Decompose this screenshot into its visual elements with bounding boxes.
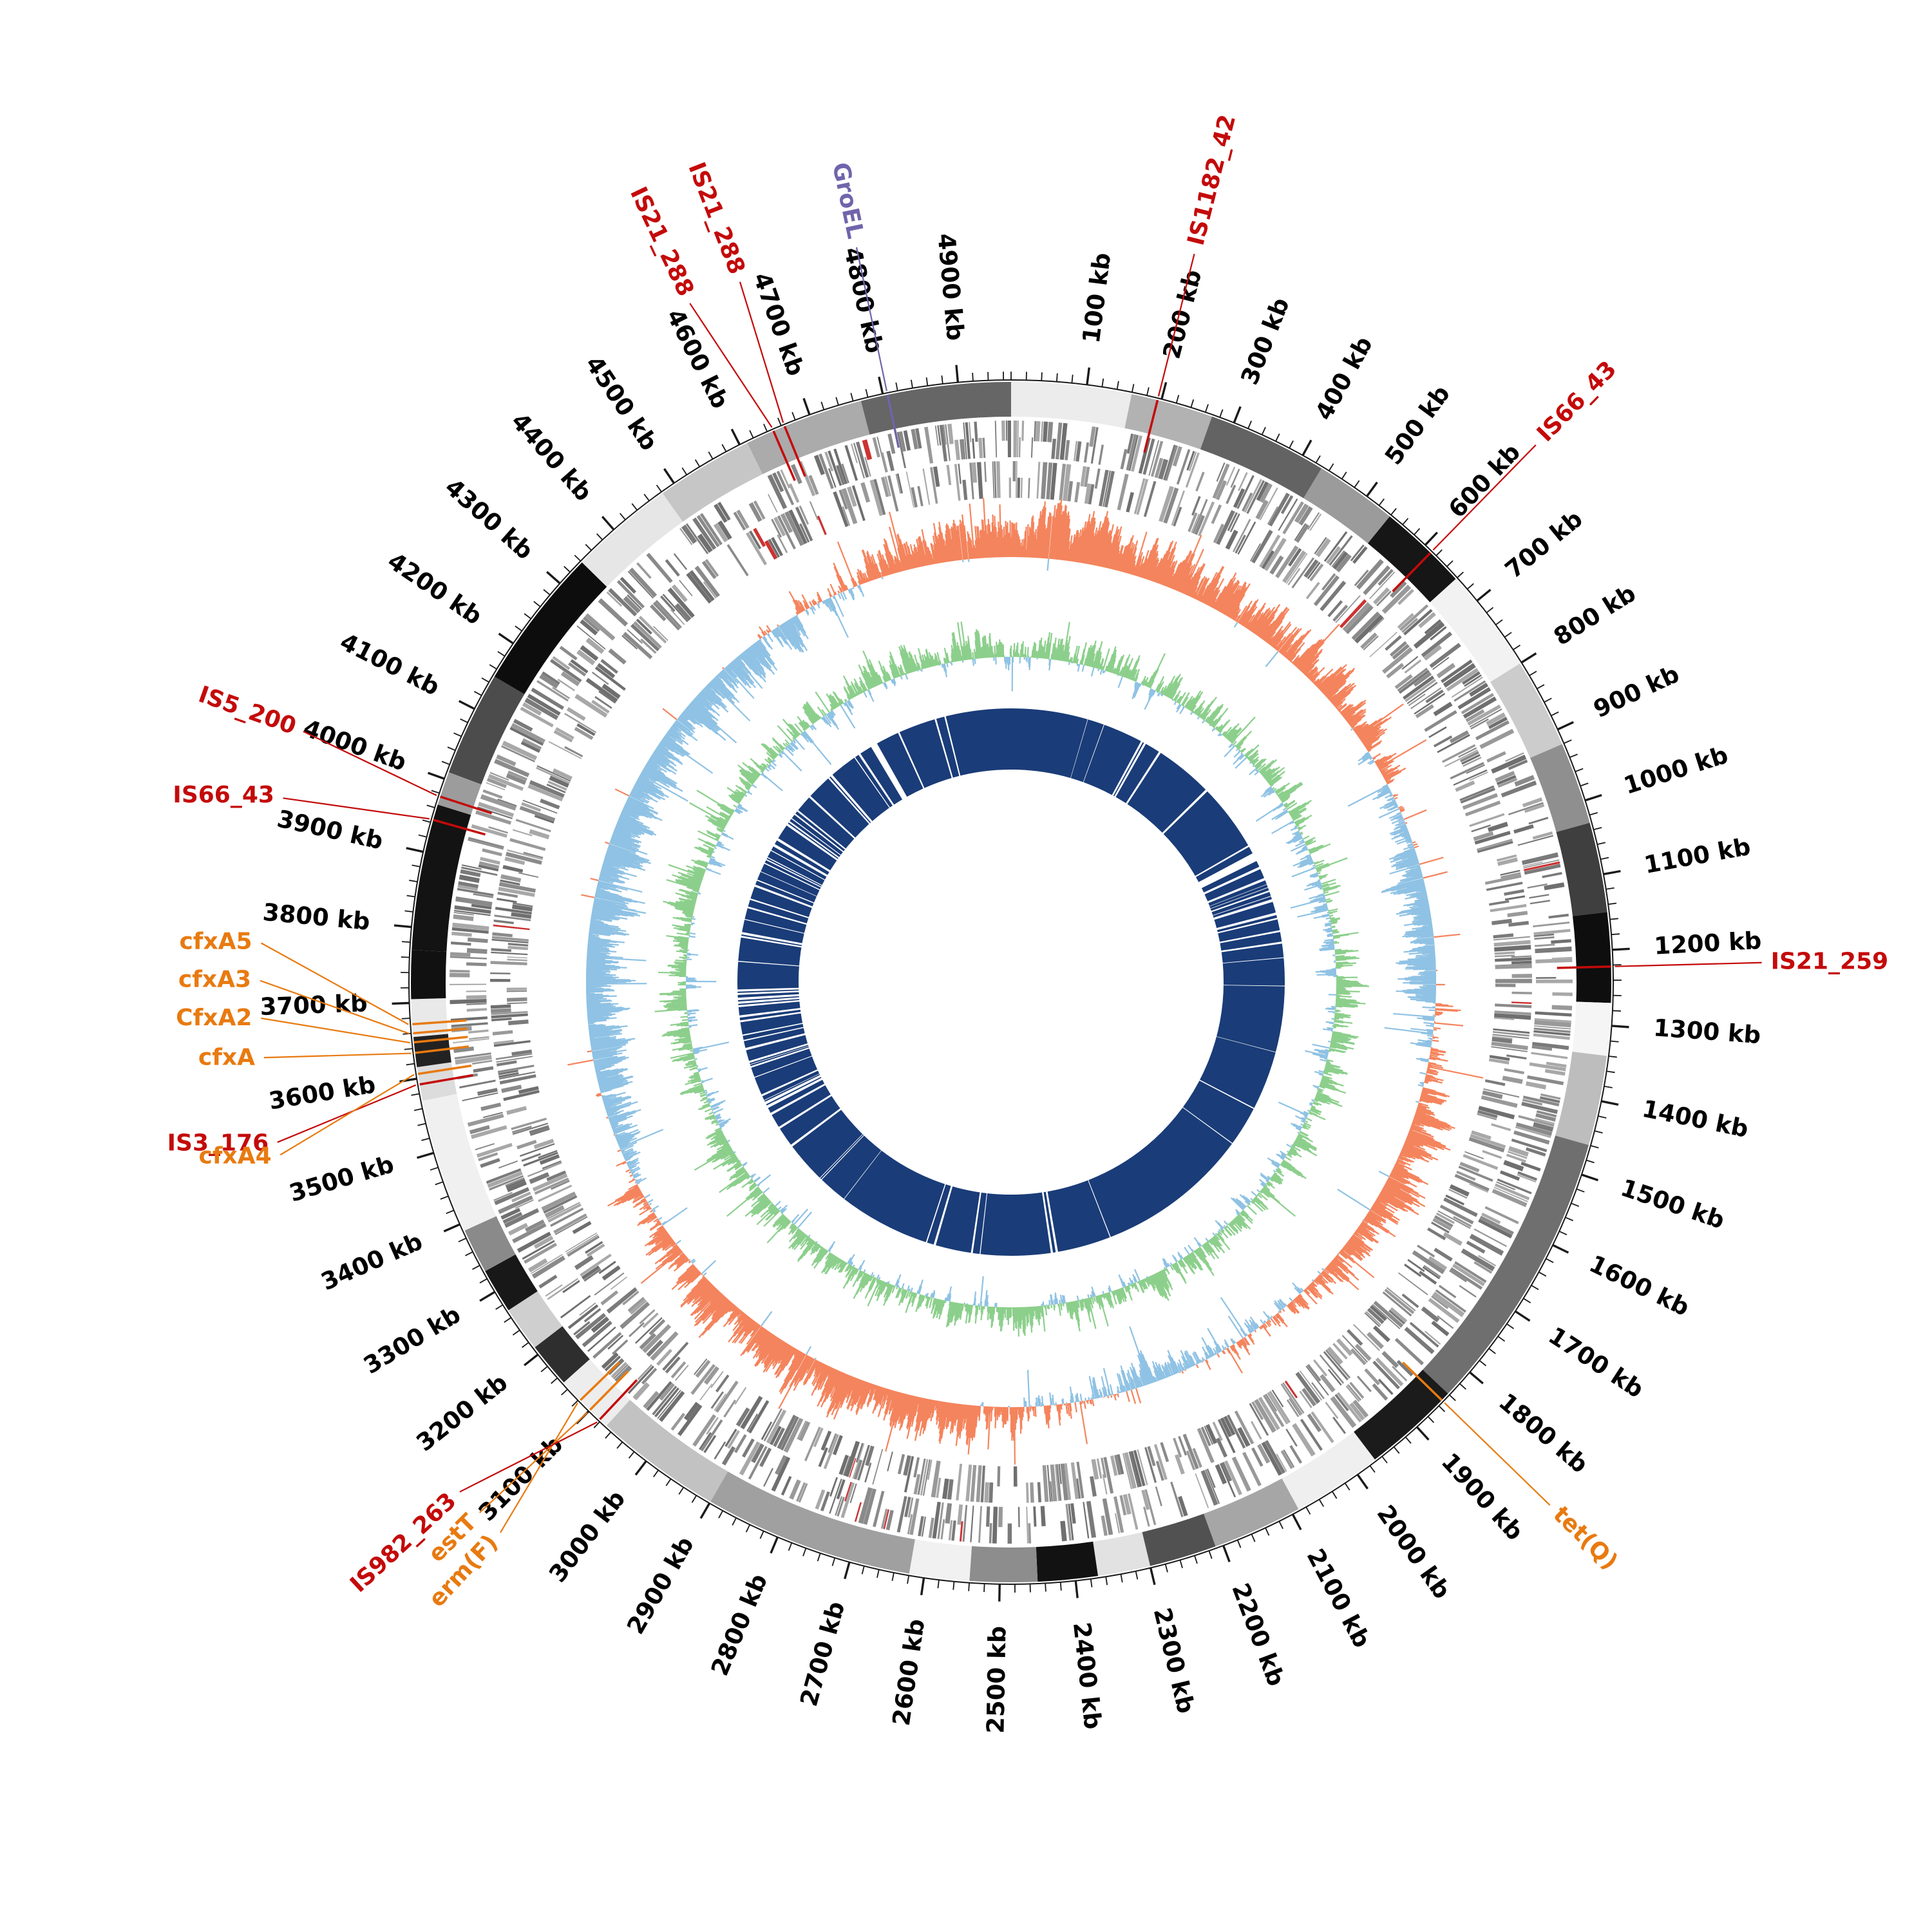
axis-tick-label: 2900 kb [621, 1532, 699, 1639]
gene-annotation-label: IS1182_42 [1183, 112, 1241, 248]
axis-tick-label: 1100 kb [1642, 833, 1753, 879]
contig-ring [410, 382, 1611, 1582]
axis-tick-label: 4100 kb [336, 628, 444, 701]
axis-tick-label: 1000 kb [1620, 741, 1731, 799]
axis-tick-label: 3300 kb [359, 1300, 465, 1379]
gene-annotation-label: GroEL [827, 160, 869, 241]
axis-tick-label: 800 kb [1549, 579, 1641, 650]
axis-tick-ring [392, 365, 1630, 1602]
axis-tick-label: 2100 kb [1301, 1544, 1376, 1653]
track-gc_content [567, 498, 1484, 1465]
axis-tick-label: 200 kb [1157, 267, 1207, 361]
axis-tick-label: 1600 kb [1585, 1250, 1694, 1322]
gene-annotation-label: IS21_288 [683, 158, 750, 278]
axis-tick-label: 1900 kb [1436, 1448, 1529, 1546]
track-gc_skew [654, 621, 1370, 1337]
axis-tick-label: 2400 kb [1068, 1621, 1107, 1731]
axis-tick-label: 4900 kb [932, 232, 969, 342]
gene-annotation-label: cfxA5 [179, 929, 252, 955]
axis-tick-label: 3700 kb [260, 989, 368, 1021]
axis-tick-label: 400 kb [1310, 332, 1378, 424]
axis-tick-label: 2600 kb [887, 1617, 931, 1727]
axis-tick-label: 3900 kb [274, 805, 385, 855]
axis-tick-label: 2000 kb [1371, 1500, 1455, 1604]
axis-tick-label: 3400 kb [317, 1227, 426, 1296]
axis-tick-label: 100 kb [1077, 251, 1116, 345]
axis-tick-label: 4300 kb [440, 473, 539, 565]
gene-annotation-label: CfxA2 [176, 1005, 252, 1031]
axis-tick-label: 4700 kb [748, 269, 810, 380]
axis-tick-label: 2500 kb [981, 1625, 1011, 1734]
gene-annotation-label: IS66_43 [173, 782, 274, 808]
axis-tick-label: 300 kb [1235, 294, 1294, 388]
axis-tick-label: 2300 kb [1148, 1605, 1200, 1716]
gene-annotation-label: IS66_43 [1532, 356, 1622, 447]
gene-ring-reverse [490, 461, 1532, 1503]
coverage-ring [735, 708, 1287, 1256]
gene-ring-forward [450, 421, 1573, 1544]
axis-tick-label: 700 kb [1500, 505, 1588, 584]
gene-annotation-label: cfxA [198, 1045, 255, 1071]
gene-annotation-label: IS5_200 [195, 681, 299, 740]
axis-tick-label: 600 kb [1443, 438, 1526, 523]
axis-tick-label: 500 kb [1379, 380, 1455, 469]
axis-tick-label: 4400 kb [506, 408, 597, 507]
axis-tick-label: 1400 kb [1640, 1095, 1750, 1143]
gene-annotation-label: IS21_288 [625, 183, 699, 301]
gene-annotation-label: tet(Q) [1548, 1501, 1622, 1575]
gene-annotation-label: cfxA4 [199, 1142, 272, 1169]
axis-tick-label: 1300 kb [1653, 1014, 1762, 1049]
gene-annotation-label: IS3_176 [167, 1130, 269, 1157]
axis-tick-label: 1700 kb [1544, 1321, 1649, 1403]
axis-tick-label: 3800 kb [261, 898, 371, 936]
axis-tick-label: 4200 kb [383, 547, 487, 630]
axis-tick-label: 3500 kb [286, 1150, 397, 1208]
axis-tick-label: 4600 kb [661, 305, 734, 413]
gene-annotation-label: IS21_259 [1771, 948, 1889, 974]
axis-tick-label: 3000 kb [544, 1485, 630, 1587]
axis-tick-label: 4000 kb [299, 714, 410, 777]
axis-tick-label: 2700 kb [795, 1598, 850, 1709]
axis-tick-label: 2200 kb [1226, 1580, 1290, 1690]
axis-tick-label: 1500 kb [1617, 1174, 1728, 1235]
axis-tick-label: 2800 kb [706, 1570, 773, 1680]
axis-tick-label: 4800 kb [838, 245, 889, 355]
axis-tick-label: 4500 kb [580, 351, 663, 455]
axis-tick-label: 1200 kb [1653, 927, 1762, 960]
axis-tick-label: 900 kb [1589, 660, 1683, 723]
axis-tick-label: 3200 kb [412, 1368, 513, 1457]
gene-annotation-label: cfxA3 [178, 967, 251, 993]
